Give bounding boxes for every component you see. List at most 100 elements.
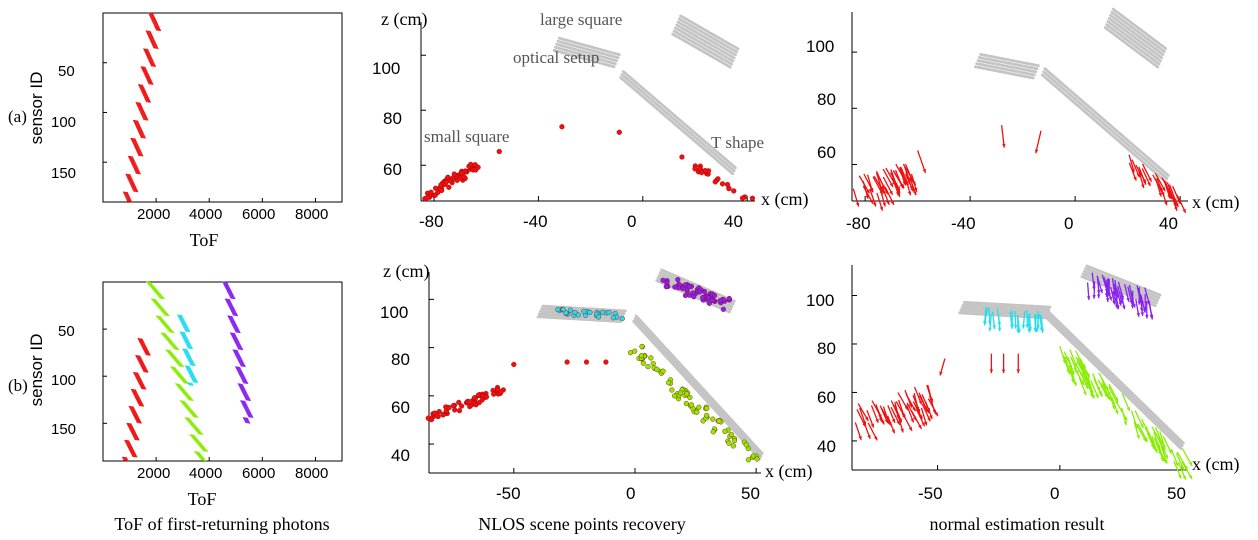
scene-gray-point [734,53,737,57]
scene-gray-point [1033,73,1036,77]
tof-mark-red [137,106,143,108]
tof-mark-cyan [184,329,190,332]
tof-mark-red [149,61,155,63]
tof-mark-red [122,457,128,460]
recovered-point-green [665,380,672,386]
tof-mark-green [175,384,181,386]
recovered-point-green [687,394,693,401]
tof-mark-purple [227,315,233,318]
tof-mark-red [126,199,132,202]
tof-mark-cyan [186,345,192,348]
recovered-point-cyan [600,309,606,315]
tof-mark-purple [245,411,252,414]
tof-mark-green [194,428,200,431]
tof-mark-red [152,22,158,25]
tof-mark-red [140,135,146,138]
tof-mark-red [147,58,153,60]
tof-mark-green [190,436,197,438]
tof-mark-red [144,74,150,76]
y-axis-label: z (cm) [381,9,427,30]
tof-mark-green [166,338,172,341]
tof-mark-red [139,342,146,345]
tof-mark-red [129,182,135,185]
tof-mark-purple [238,372,244,375]
tof-mark-red [141,67,147,69]
tof-mark-red [142,93,148,95]
tof-mark-red [143,118,149,121]
tof-mark-purple [225,299,231,302]
tof-mark-red [136,127,142,130]
tof-mark-purple [241,402,247,404]
x-axis-label: x (cm) [761,189,808,210]
tof-mark-purple [234,341,240,344]
tof-mark-purple [236,370,243,372]
tof-mark-red [131,410,137,413]
tof-mark-green [195,430,201,433]
tof-mark-green [178,376,185,379]
tof-mark-red [138,339,144,342]
tof-mark-red [134,437,140,440]
tof-mark-cyan [185,366,191,368]
tof-mark-purple [230,322,236,324]
recovered-point-red [424,195,430,201]
tof-mark-red [144,351,150,353]
tof-mark-red [146,32,152,35]
tof-mark-red [133,144,139,147]
tof-mark-red [148,59,154,61]
tof-mark-red [143,96,149,98]
normal-arrow-head [1167,194,1171,199]
tof-mark-green [198,445,205,448]
tof-mark-green [182,392,189,395]
tof-mark-purple [243,382,249,385]
recovered-point-red [436,408,442,415]
tof-mark-red [131,453,137,456]
recovered-point-red [428,417,435,423]
tof-mark-red [138,338,144,341]
recovered-point-cyan [587,309,593,316]
tof-mark-green [164,337,170,339]
tof-mark-red [138,382,144,385]
tof-mark-purple [229,307,235,310]
xtick-4000: 4000 [189,206,222,223]
tof-mark-green [192,415,198,417]
scene-gray-point [730,62,733,66]
tof-mark-green [201,448,207,450]
normal-arrow-head [912,180,916,185]
tof-mark-red [128,156,134,159]
tof-mark-green [155,315,161,318]
tof-mark-green [150,298,157,301]
tof-mark-red [140,386,146,388]
normal-arrow-head [910,187,914,192]
xtick-8000: 8000 [295,206,328,223]
scene-gray-point [731,172,735,176]
tof-mark-green [154,290,160,293]
tof-mark-purple [241,391,248,394]
tof-mark-green [186,419,193,422]
tof-mark-green [179,377,185,380]
tof-mark-purple [234,354,241,356]
tof-mark-purple [238,385,244,387]
row-label-b: (b) [8,376,28,395]
recovered-point-green [638,353,645,359]
tof-mark-red [128,157,134,160]
tof-mark-red [129,428,135,431]
tof-mark-green [201,459,207,462]
tof-mark-purple [238,384,244,386]
tof-mark-red [137,129,143,132]
tof-mark-red [141,114,147,117]
tof-mark-red [138,107,144,110]
tof-mark-green [169,331,175,334]
tof-mark-red [142,117,148,120]
tof-mark-red [126,200,133,203]
tof-mark-red [136,400,142,402]
recovered-point-red [583,359,590,365]
recovered-point-green [716,418,722,424]
ytick-100: 100 [380,303,408,322]
recovered-point-green [696,404,702,410]
tof-mark-red [134,418,140,420]
normal-arrow-head [1168,191,1172,196]
tof-mark-purple [230,297,236,300]
tof-mark-green [157,294,163,297]
tof-mark-green [192,437,198,440]
tof-mark-purple [233,338,239,341]
